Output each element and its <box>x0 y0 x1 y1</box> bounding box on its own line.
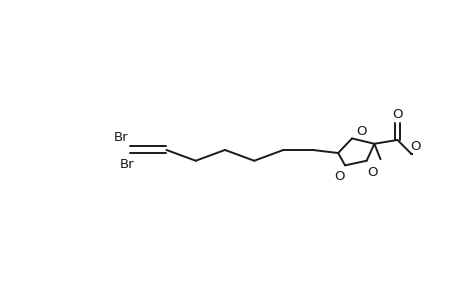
Text: O: O <box>409 140 420 153</box>
Text: Br: Br <box>114 131 129 144</box>
Text: Br: Br <box>120 158 134 171</box>
Text: O: O <box>392 108 402 121</box>
Text: O: O <box>334 170 344 183</box>
Text: O: O <box>367 166 377 179</box>
Text: O: O <box>355 125 366 138</box>
